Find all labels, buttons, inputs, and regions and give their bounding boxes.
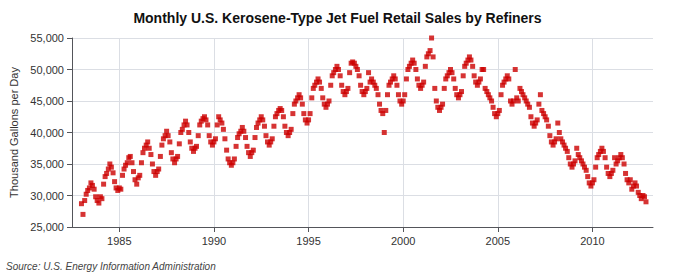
svg-text:35,000: 35,000 (30, 158, 64, 170)
svg-text:1990: 1990 (202, 235, 226, 247)
svg-text:Source: U.S. Energy Informatio: Source: U.S. Energy Information Administ… (6, 261, 216, 272)
svg-text:Thousand Gallons per Day: Thousand Gallons per Day (8, 67, 20, 198)
svg-text:2010: 2010 (580, 235, 604, 247)
svg-text:Monthly U.S. Kerosene-Type Jet: Monthly U.S. Kerosene-Type Jet Fuel Reta… (133, 10, 541, 26)
svg-text:50,000: 50,000 (30, 64, 64, 76)
svg-text:25,000: 25,000 (30, 221, 64, 233)
svg-text:40,000: 40,000 (30, 127, 64, 139)
svg-text:1985: 1985 (107, 235, 131, 247)
svg-text:2005: 2005 (486, 235, 510, 247)
svg-text:55,000: 55,000 (30, 32, 64, 44)
svg-text:45,000: 45,000 (30, 95, 64, 107)
svg-text:1995: 1995 (296, 235, 320, 247)
svg-text:2000: 2000 (391, 235, 415, 247)
svg-text:30,000: 30,000 (30, 190, 64, 202)
